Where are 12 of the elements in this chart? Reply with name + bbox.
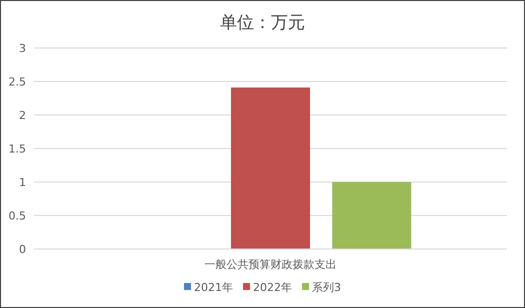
legend-label: 2022年 — [253, 281, 292, 294]
y-tick-label: 0 — [19, 243, 26, 256]
y-tick-label: 1 — [19, 176, 26, 189]
y-tick-label: 2.5 — [8, 76, 26, 88]
legend-label: 2021年 — [194, 281, 233, 294]
legend-label: 系列3 — [312, 281, 341, 294]
y-tick-label: 3 — [19, 42, 26, 55]
x-tick-label: 一般公共预算财政拨款支出 — [204, 258, 336, 271]
y-tick-label: 1.5 — [8, 142, 26, 156]
y-tick-label: 0.5 — [8, 210, 26, 222]
title: 单位：万元 — [220, 13, 305, 33]
y-tick-label: 2 — [19, 109, 26, 122]
